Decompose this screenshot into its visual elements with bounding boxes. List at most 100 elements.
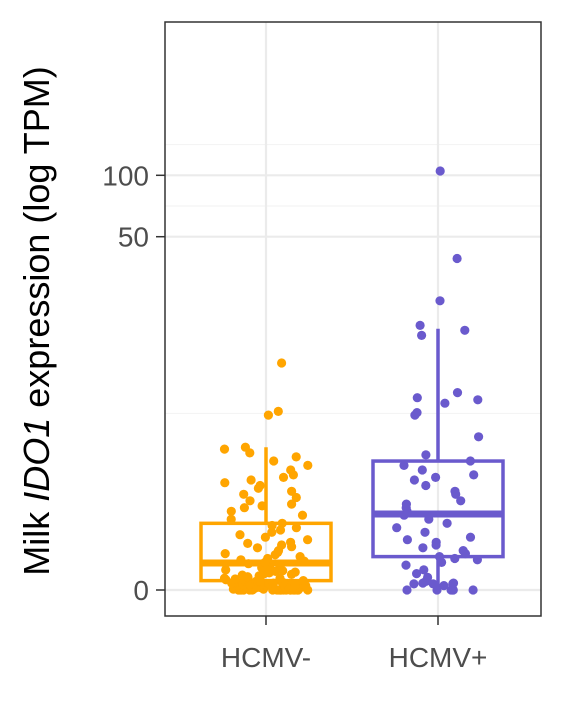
data-point [298,576,308,586]
data-point [435,296,445,306]
data-point [220,549,230,559]
y-tick-label: 100 [102,160,149,191]
data-point [420,527,430,537]
data-point [450,486,460,496]
data-point [417,465,427,475]
data-point [273,406,283,416]
data-point [442,518,452,528]
data-point [257,501,267,511]
data-point [419,565,429,575]
data-point [243,538,253,549]
data-point [290,579,300,589]
grid [165,22,541,616]
data-point [245,496,255,506]
data-point [431,537,441,547]
plot-panel-border [164,21,542,617]
data-point [295,552,305,562]
data-point [473,395,483,405]
data-point [402,585,412,595]
data-point [474,432,484,442]
data-point [439,581,449,591]
data-point [465,456,475,466]
data-point [412,408,422,418]
x-tick-label: HCMV- [221,642,311,673]
data-point [421,450,431,460]
y-axis-title: Milk IDO1 expression (log TPM) [16,66,57,576]
data-point [468,585,478,595]
data-point [424,514,434,524]
data-point [435,166,445,176]
data-point [412,393,422,403]
data-point [220,478,230,488]
data-point [469,470,479,480]
data-point [221,565,231,575]
data-point [452,253,462,264]
data-point [392,523,402,533]
data-point [267,527,277,537]
data-point [409,475,419,485]
data-point [428,579,438,589]
y-axis-title-gene: IDO1 [16,418,57,502]
data-point [240,442,250,452]
data-point [409,579,419,589]
data-point [263,553,273,564]
data-point [415,320,425,330]
data-point [230,574,240,584]
data-point [226,506,236,516]
data-point [268,578,279,588]
y-axis-title-suffix: expression (log TPM) [16,66,57,417]
data-point [412,569,422,579]
data-point [287,499,297,509]
data-point [450,553,460,564]
data-point [448,578,459,588]
data-point [417,330,427,340]
data-point [237,570,247,580]
data-point [421,480,431,491]
data-point [291,523,301,533]
data-point [303,460,313,470]
data-point [246,475,256,485]
y-tick-label: 50 [118,222,149,253]
data-point [434,552,445,562]
x-tick-label: HCMV+ [389,642,488,673]
data-point [260,532,270,542]
data-point [418,543,428,553]
axes: 0 50 100 HCMV- HCMV+ [102,160,487,673]
y-tick-label: 0 [133,575,149,606]
data-point [399,460,409,470]
data-point [286,537,296,547]
data-point [226,514,236,524]
data-point [219,573,230,583]
data-point [263,410,273,420]
data-point [286,465,296,475]
data-point [269,456,279,466]
data-point [431,472,441,482]
data-point [465,532,476,542]
data-point [401,560,411,570]
data-point [239,489,249,499]
boxes [199,328,505,590]
data-point [275,560,285,570]
data-point [277,518,287,528]
data-point [235,530,245,540]
data-point [297,510,308,520]
data-points [219,166,484,595]
data-point [303,535,313,545]
data-point [460,325,470,335]
data-point [278,472,289,482]
data-point [236,555,246,565]
data-point [472,555,482,565]
data-point [277,358,287,368]
data-point [267,520,277,531]
data-point [452,388,463,398]
data-point [219,444,230,454]
data-point [423,572,433,583]
data-point [440,398,450,408]
y-axis-title-prefix: Milk [16,502,57,576]
data-point [287,486,297,496]
data-point [239,503,249,513]
data-point [277,540,287,550]
data-point [290,567,300,577]
data-point [402,535,412,545]
data-point [252,543,263,553]
